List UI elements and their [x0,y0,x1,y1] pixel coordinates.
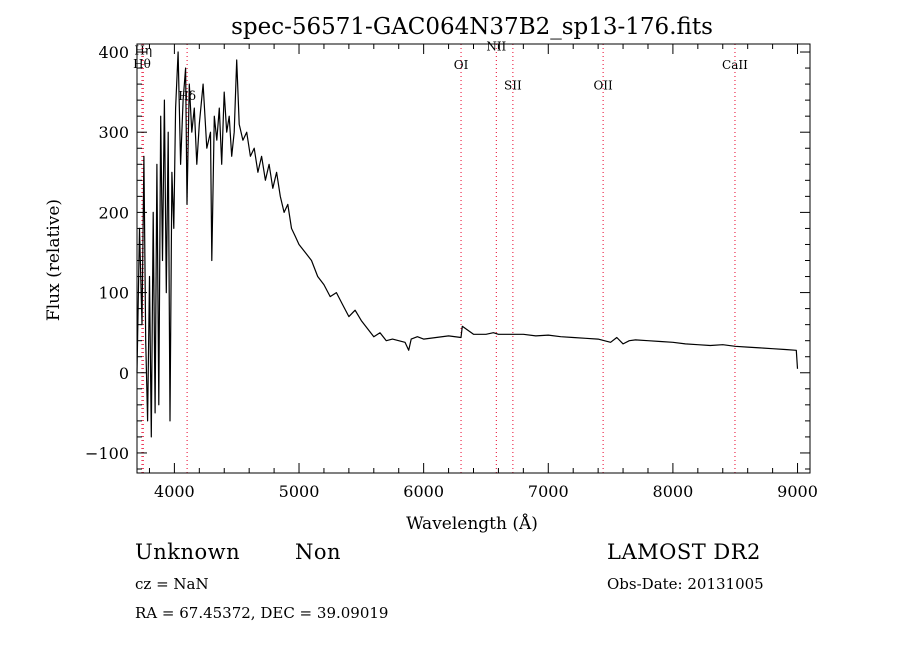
line-marker-label: OII [593,79,613,93]
chart-axes: 4000 5000 6000 7000 8000 9000 −100 0 100 200 300 40… [85,43,818,501]
x-tick-label: 7000 [528,482,569,501]
y-tick-label: 0 [119,364,129,383]
sky-coordinates: RA = 67.45372, DEC = 39.09019 [135,604,389,622]
line-marker-label: CaII [722,58,748,72]
chart-title: spec-56571-GAC064N37B2_sp13-176.fits [231,14,713,40]
y-tick-label: 100 [98,284,129,303]
y-tick-label: −100 [85,444,129,463]
spectral-class: Unknown [135,540,241,564]
line-marker-label: Hθ [133,57,151,71]
spectrum-series [136,51,799,438]
line-marker-label: Hη [134,43,152,57]
spectrum-line [136,51,799,438]
survey-name: LAMOST DR2 [607,540,761,564]
x-tick-label: 5000 [279,482,320,501]
x-axis-label: Wavelength (Å) [406,513,538,534]
plot-frame [136,43,811,474]
spectral-subclass: Non [295,540,342,564]
line-marker-label: OI [454,58,469,72]
y-tick-label: 400 [98,43,129,62]
line-marker-label: NII [486,39,506,53]
x-tick-label: 6000 [403,482,444,501]
y-tick-label: 300 [98,123,129,142]
x-tick-label: 8000 [653,482,694,501]
y-tick-label: 200 [98,203,129,222]
y-axis-label: Flux (relative) [44,199,64,321]
line-marker-label: Hδ [178,89,196,103]
line-marker-label: SII [504,79,522,93]
observation-date: Obs-Date: 20131005 [607,575,764,593]
redshift-value: cz = NaN [135,575,209,593]
x-tick-label: 9000 [777,482,818,501]
x-tick-label: 4000 [154,482,195,501]
